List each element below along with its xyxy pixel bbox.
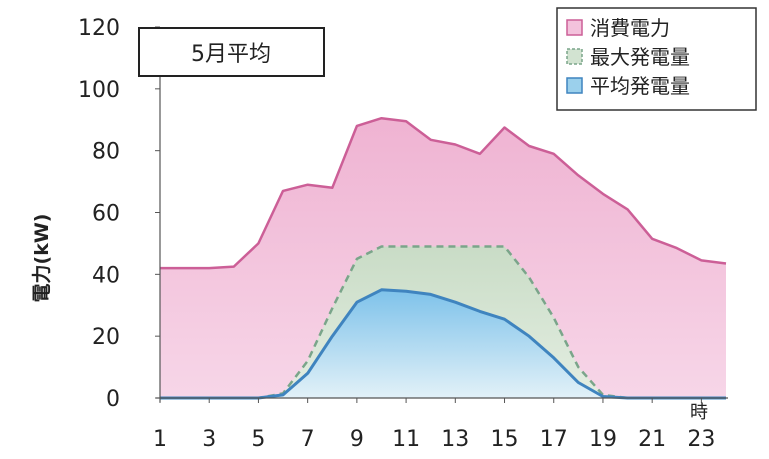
axes (156, 27, 728, 402)
legend-label-avg-generation: 平均発電量 (590, 74, 690, 98)
chart-title-box: 5月平均 (138, 27, 325, 77)
series-line-consumption (160, 116, 727, 270)
legend-swatch-max-generation (566, 48, 583, 65)
y-tick-label: 120 (78, 16, 120, 41)
y-tick-label: 80 (92, 140, 120, 165)
x-tick-label: 19 (589, 427, 617, 452)
x-tick-label: 15 (491, 427, 519, 452)
x-tick-labels: 1 3 5 7 9 11 13 15 17 19 21 23 (153, 398, 715, 452)
x-tick-label: 17 (540, 427, 568, 452)
y-tick-label: 0 (106, 387, 120, 412)
y-tick-label: 100 (78, 78, 120, 103)
legend-frame (556, 7, 757, 111)
chart-title: 5月平均 (191, 42, 271, 67)
x-tick-label: 21 (638, 427, 666, 452)
x-axis-unit-label: 時 (690, 402, 708, 423)
x-tick-label: 3 (202, 427, 216, 452)
x-tick-label: 13 (441, 427, 469, 452)
x-tick-label: 9 (350, 427, 364, 452)
series-area-avg-generation (160, 289, 726, 398)
legend-swatch-consumption (566, 19, 583, 36)
legend-swatch-avg-generation (566, 77, 583, 94)
legend-label-consumption: 消費電力 (590, 16, 670, 40)
y-tick-label: 40 (92, 263, 120, 288)
title-frame (138, 27, 325, 77)
x-tick-label: 1 (153, 427, 167, 452)
y-axis-label: 電力(kW) (30, 214, 53, 303)
legend-label-max-generation: 最大発電量 (590, 45, 690, 69)
x-tick-label: 5 (251, 427, 265, 452)
x-tick-label: 23 (687, 427, 715, 452)
x-tick-label: 7 (301, 427, 315, 452)
y-tick-label: 20 (92, 325, 120, 350)
series-areas (160, 116, 727, 400)
y-tick-label: 60 (92, 202, 120, 227)
y-tick-labels: 0 20 40 60 80 100 120 (78, 16, 160, 412)
x-tick-label: 11 (392, 427, 420, 452)
